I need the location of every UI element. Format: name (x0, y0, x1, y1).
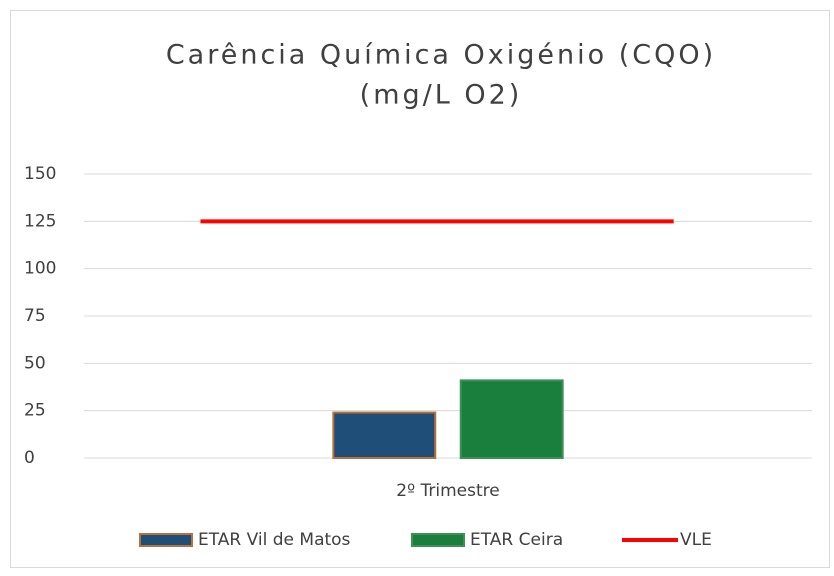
legend-label: ETAR Vil de Matos (198, 530, 351, 550)
legend-label: ETAR Ceira (470, 530, 563, 550)
y-tick-label: 125 (24, 211, 56, 231)
y-tick-label: 25 (24, 401, 46, 421)
x-tick-label: 2º Trimestre (396, 481, 499, 501)
bar (332, 411, 437, 459)
legend-swatch (139, 533, 193, 547)
y-tick-label: 150 (24, 164, 56, 184)
y-tick-label: 100 (24, 259, 56, 279)
y-tick-label: 75 (24, 306, 46, 326)
chart-title: Carência Química Oxigénio (CQO) (166, 40, 716, 71)
bar (459, 379, 564, 459)
chart-frame (10, 10, 830, 568)
chart-title: (mg/L O2) (360, 80, 523, 111)
legend-swatch (411, 533, 465, 547)
legend-label: VLE (680, 530, 712, 550)
y-tick-label: 50 (24, 353, 46, 373)
y-tick-label: 0 (24, 448, 35, 468)
